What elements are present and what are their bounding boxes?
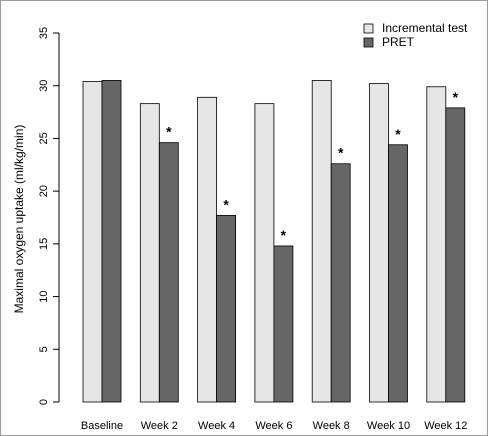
bar-pret [388,144,408,403]
legend-swatch [363,37,374,48]
significance-star: * [338,145,344,161]
y-tick-label: 20 [38,185,50,197]
x-tick-label: Week 6 [255,420,292,432]
x-tick-label: Week 4 [198,420,235,432]
legend-label: PRET [382,35,415,49]
legend-swatch [363,23,374,34]
bar-pret [445,107,466,403]
bar-pret [216,214,237,403]
significance-star: * [281,227,287,243]
y-axis-title: Maximal oxygen uptake (ml/kg/min) [12,125,26,314]
bar-incremental-test [311,80,332,403]
x-axis-labels: Baseline Week 2 Week 4 Week 6 Week 8 Week 10 W… [81,420,468,432]
y-tick-label: 0 [38,399,50,405]
bar-pret [158,142,179,403]
significance-markers: * * * * * * [166,89,459,243]
y-tick-label: 10 [38,290,50,302]
bar-pret [101,80,122,403]
significance-star: * [166,124,172,140]
y-tick-label: 15 [38,238,50,250]
bar-incremental-test [426,86,447,403]
significance-star: * [453,89,459,105]
y-tick-label: 25 [38,132,50,144]
bar-series [82,80,466,403]
legend-label: Incremental test [382,21,468,35]
bar-incremental-test [254,103,275,403]
x-tick-label: Week 12 [424,420,467,432]
significance-star: * [395,126,401,142]
significance-star: * [223,196,229,212]
y-tick-label: 35 [38,27,50,39]
y-tick-label: 5 [38,346,50,352]
x-tick-label: Week 2 [141,420,178,432]
y-tick-label: 30 [38,80,50,92]
bar-incremental-test [369,83,389,403]
bar-incremental-test [139,103,160,403]
bar-pret [273,245,294,403]
bar-incremental-test [197,96,218,403]
bar-pret [330,163,351,403]
x-tick-label: Week 10 [367,420,410,432]
y-axis: 0 5 10 15 20 25 30 35 [38,27,60,405]
bar-incremental-test [82,81,103,403]
x-tick-label: Baseline [81,420,123,432]
x-tick-label: Week 8 [313,420,350,432]
